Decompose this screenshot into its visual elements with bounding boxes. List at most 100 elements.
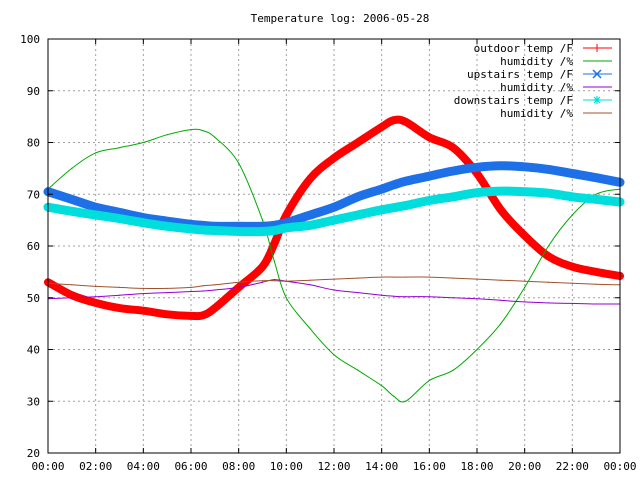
data-point <box>309 214 311 216</box>
y-tick-label: 80 <box>27 137 40 150</box>
data-point <box>476 298 478 300</box>
data-point <box>428 175 430 177</box>
x-tick-label: 12:00 <box>317 460 350 473</box>
data-point <box>273 260 276 263</box>
data-point <box>238 230 240 233</box>
data-point <box>214 136 216 138</box>
data-point <box>238 225 240 227</box>
data-point <box>190 315 192 317</box>
data-point <box>166 220 168 222</box>
data-point <box>202 290 204 292</box>
data-point <box>71 198 73 201</box>
data-point <box>166 225 168 227</box>
x-tick-label: 10:00 <box>270 460 303 473</box>
x-tick-label: 06:00 <box>174 460 207 473</box>
data-point <box>392 119 395 121</box>
data-point <box>190 128 192 131</box>
series-line <box>43 161 625 231</box>
y-tick-label: 30 <box>27 395 40 408</box>
data-point <box>428 136 430 138</box>
data-point <box>261 225 264 227</box>
data-point <box>404 400 407 402</box>
data-point <box>524 280 526 282</box>
data-point <box>71 294 73 296</box>
data-point <box>95 302 97 304</box>
series-line <box>47 279 621 305</box>
data-point <box>95 152 97 154</box>
data-point <box>392 207 395 209</box>
data-point <box>500 299 502 301</box>
legend-label: outdoor temp /F <box>474 42 573 55</box>
x-tick-label: 04:00 <box>127 460 160 473</box>
x-tick-label: 00:00 <box>31 460 64 473</box>
data-point <box>261 281 264 283</box>
data-point <box>524 301 526 303</box>
data-point <box>381 294 383 296</box>
data-point <box>238 286 240 288</box>
data-point <box>547 255 550 257</box>
data-point <box>190 228 192 230</box>
data-point <box>452 297 454 299</box>
data-point <box>452 277 454 279</box>
data-point <box>214 229 216 232</box>
data-point <box>214 307 216 309</box>
data-point <box>595 271 597 273</box>
data-point <box>261 280 264 282</box>
data-point <box>452 196 454 198</box>
series-3 <box>43 161 625 231</box>
data-point <box>381 188 383 190</box>
legend-marker <box>593 44 601 52</box>
legend-label: humidity /% <box>500 107 573 120</box>
data-point <box>595 303 597 305</box>
data-point <box>500 279 502 281</box>
data-point <box>273 280 276 282</box>
legend-entry: downstairs temp /F <box>454 94 612 107</box>
data-point <box>273 242 276 245</box>
data-point <box>273 279 276 281</box>
data-point <box>333 289 335 291</box>
data-point <box>95 296 97 298</box>
data-point <box>202 229 204 231</box>
series-2 <box>47 128 621 403</box>
series-line <box>47 128 621 403</box>
data-point <box>142 287 144 290</box>
y-tick-label: 40 <box>27 344 40 357</box>
data-point <box>273 224 276 226</box>
data-point <box>202 285 204 287</box>
data-point <box>381 209 383 211</box>
data-point <box>142 293 144 295</box>
data-point <box>547 302 550 304</box>
legend-entry: humidity /% <box>500 107 612 120</box>
data-point <box>118 307 121 309</box>
data-point <box>524 191 526 193</box>
series-line <box>44 115 624 321</box>
data-point <box>261 219 264 221</box>
data-point <box>547 168 550 171</box>
data-point <box>571 282 573 284</box>
data-point <box>524 286 526 288</box>
data-point <box>452 170 454 172</box>
data-point <box>595 177 597 179</box>
data-point <box>547 192 550 194</box>
data-point <box>202 129 204 132</box>
data-point <box>357 369 359 371</box>
data-point <box>404 205 407 207</box>
data-point <box>547 281 550 283</box>
data-point <box>333 206 335 208</box>
data-point <box>357 214 359 216</box>
legend-marker <box>593 96 601 104</box>
legend-marker <box>592 69 602 79</box>
data-point <box>476 278 478 280</box>
data-point <box>333 278 335 280</box>
data-point <box>392 276 395 278</box>
data-point <box>166 291 168 294</box>
data-point <box>452 369 454 371</box>
x-tick-label: 00:00 <box>603 460 636 473</box>
legend-entry: humidity /% <box>500 81 612 94</box>
series-6 <box>47 276 621 290</box>
data-point <box>285 222 287 224</box>
data-point <box>476 192 478 194</box>
data-point <box>595 198 597 201</box>
data-point <box>547 245 550 247</box>
